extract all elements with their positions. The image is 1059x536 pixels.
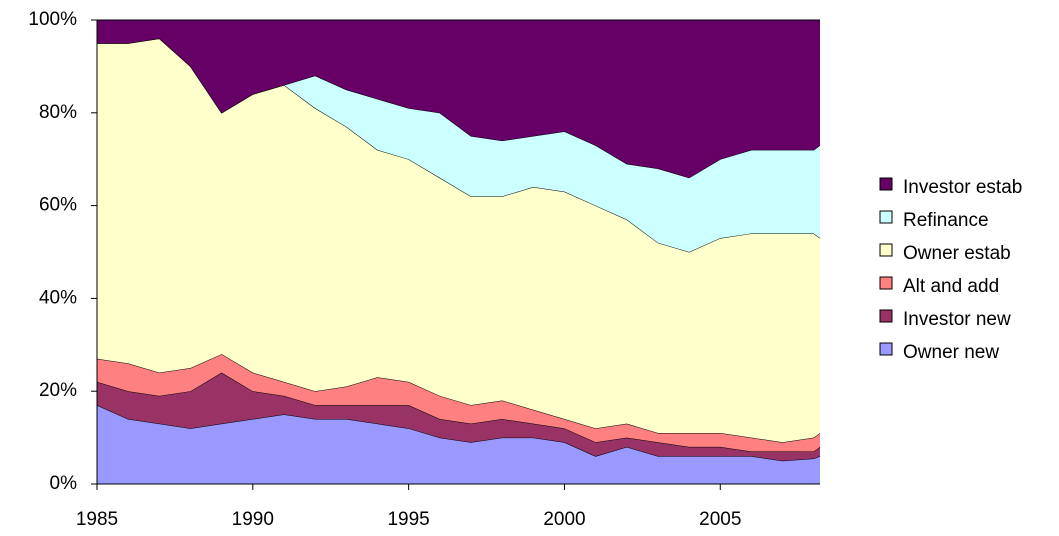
y-tick-label: 20%: [39, 380, 77, 401]
area: [97, 38, 820, 443]
legend-label: Alt and add: [903, 276, 999, 297]
x-tick-label: 1990: [232, 509, 274, 530]
legend-label: Investor new: [903, 309, 1011, 330]
y-tick-label: 80%: [39, 102, 77, 123]
legend-label: Investor estab: [903, 177, 1022, 198]
x-tick-label: 1985: [76, 509, 118, 530]
x-tick-label: 2005: [699, 509, 741, 530]
legend-label: Owner estab: [903, 243, 1011, 264]
y-tick-label: 60%: [39, 195, 77, 216]
legend-swatch: [879, 276, 893, 290]
area: [97, 20, 820, 178]
area: [97, 354, 820, 452]
x-tick-label: 1995: [387, 509, 429, 530]
x-tick-label: 2000: [543, 509, 585, 530]
area: [97, 372, 820, 461]
y-tick-label: 40%: [39, 287, 77, 308]
y-tick-label: 0%: [50, 473, 78, 494]
legend-label: Owner new: [903, 342, 999, 363]
area: [97, 38, 820, 253]
area: [97, 405, 820, 484]
legend-swatch: [879, 342, 893, 356]
legend-label: Refinance: [903, 210, 989, 231]
y-tick-label: 100%: [28, 9, 77, 30]
legend-swatch: [879, 177, 893, 191]
legend-swatch: [879, 243, 893, 257]
legend-swatch: [879, 309, 893, 323]
legend-swatch: [879, 210, 893, 224]
